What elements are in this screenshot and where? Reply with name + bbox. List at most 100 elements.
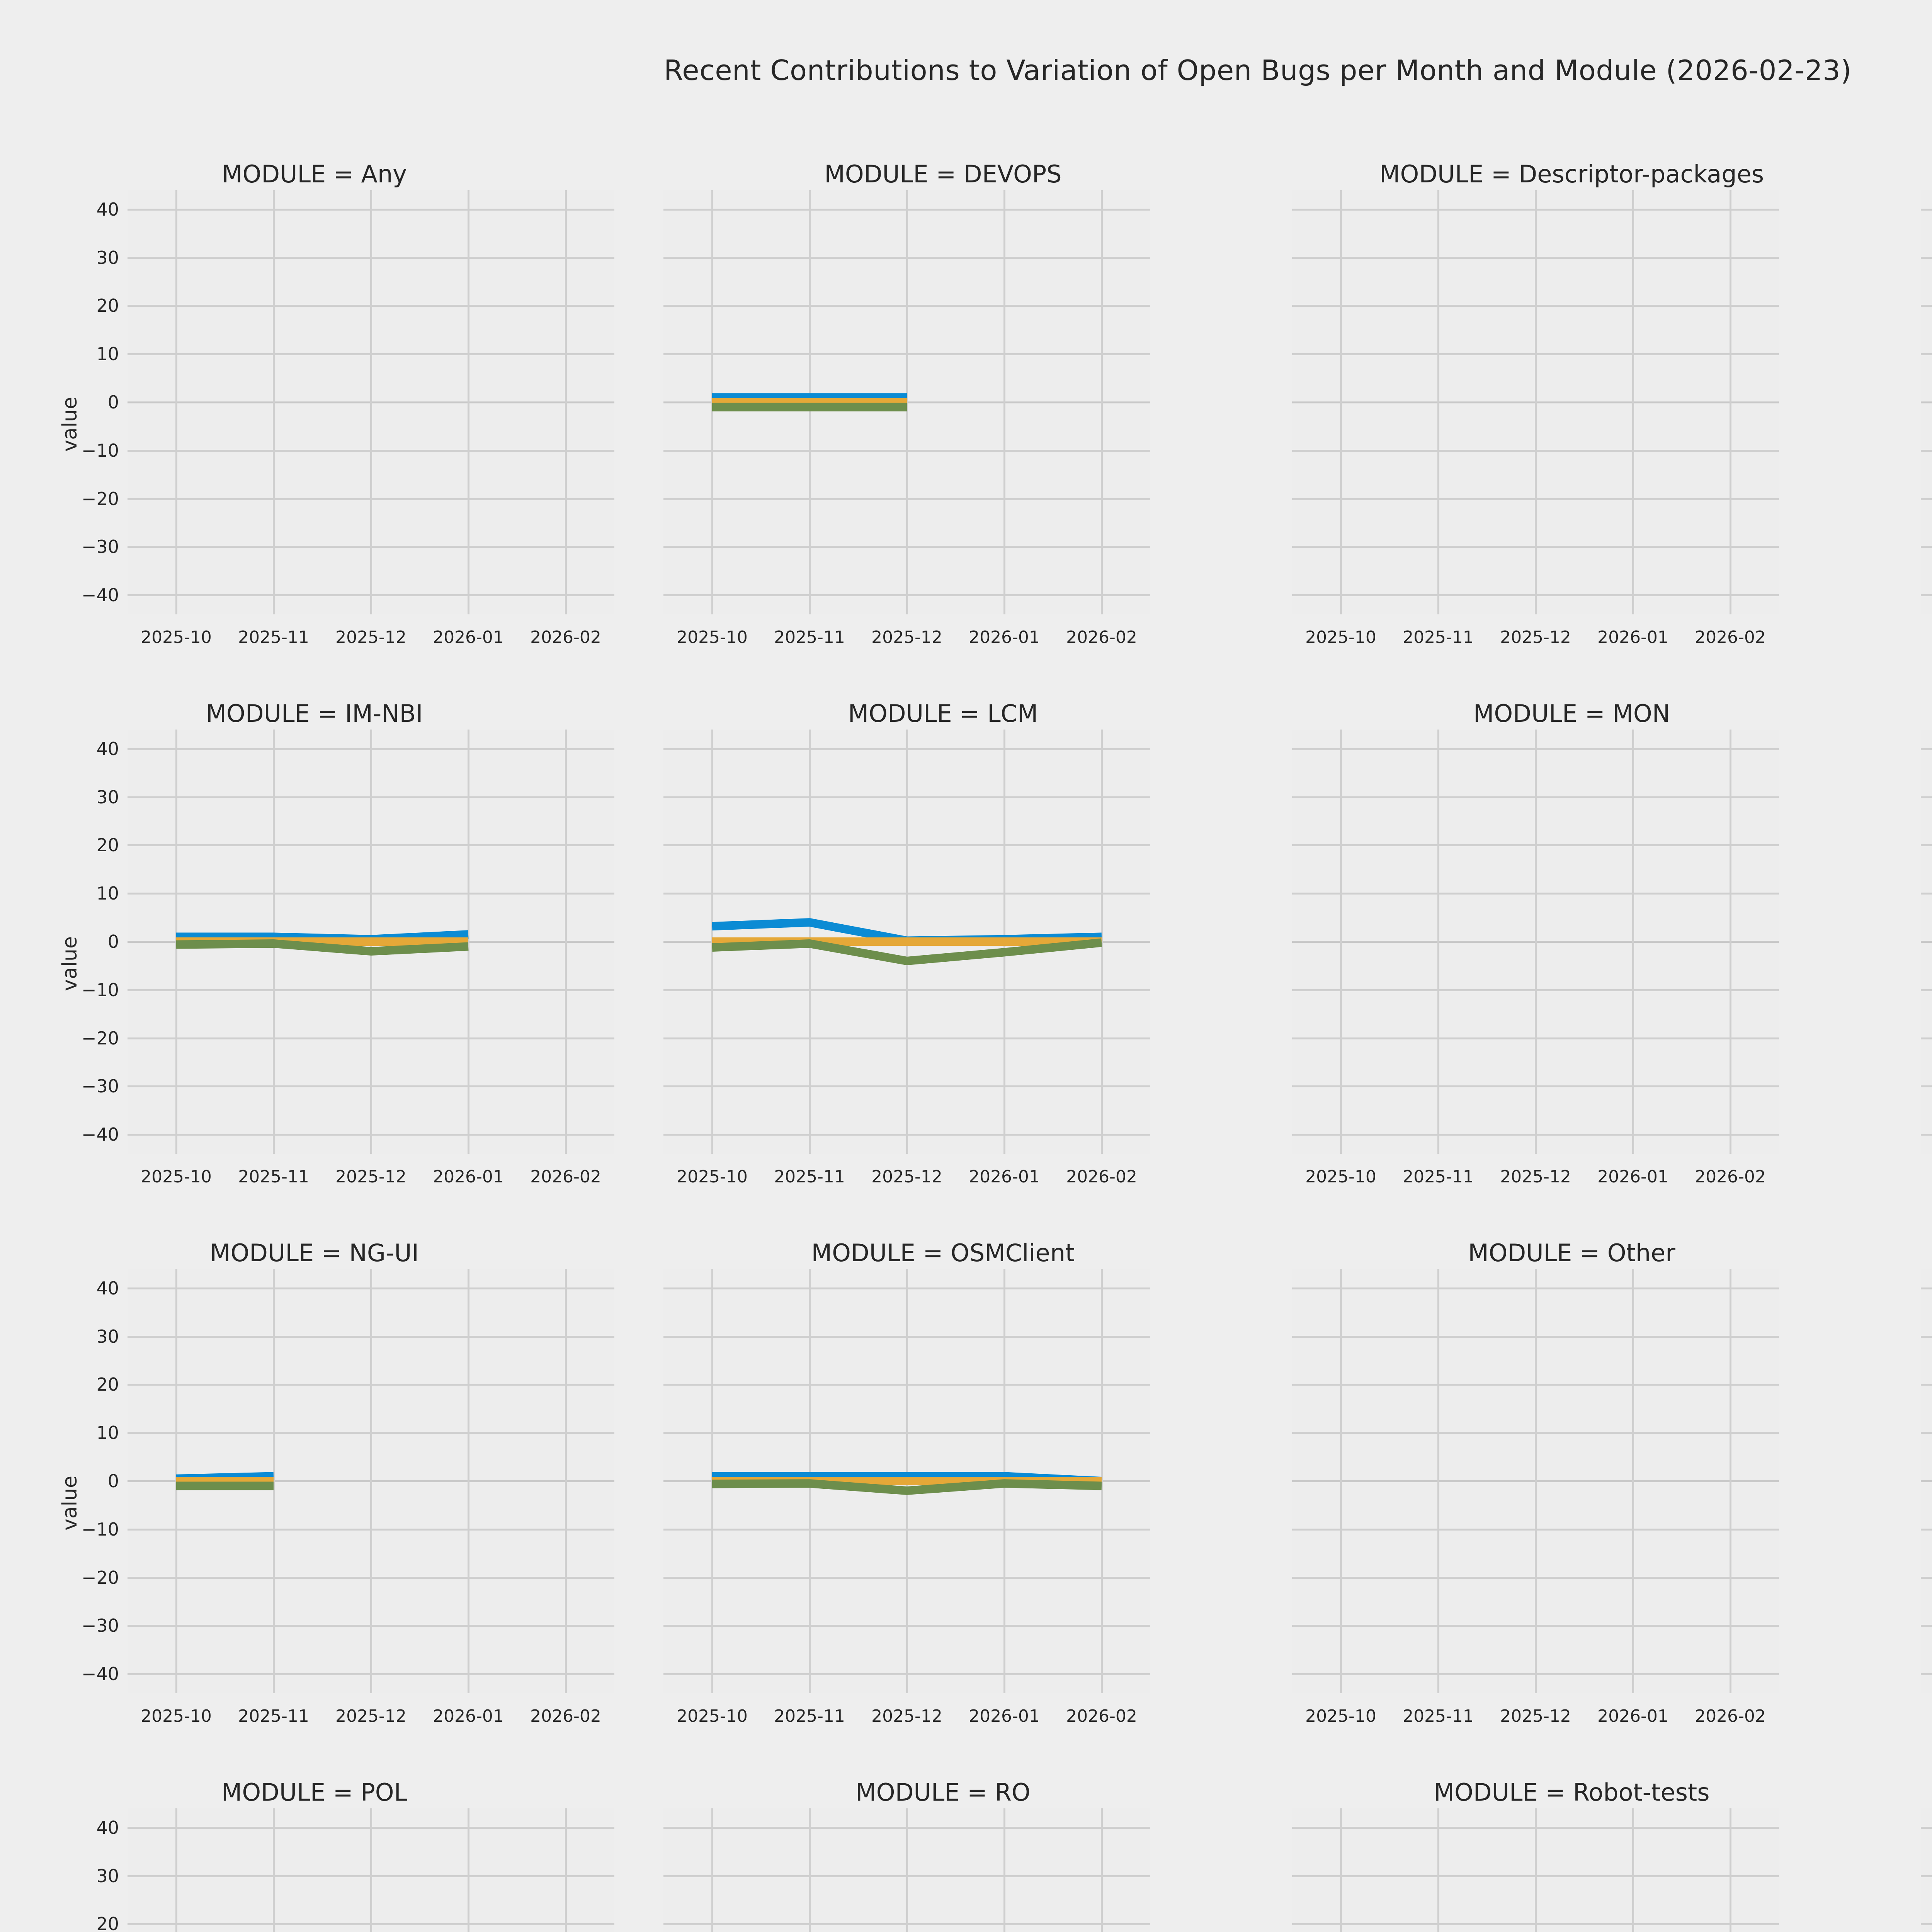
series-layer	[1921, 1808, 1932, 1932]
y-gridline	[1921, 941, 1932, 943]
x-gridline	[273, 1269, 275, 1693]
y-tick-label: −30	[81, 536, 119, 558]
y-gridline	[1921, 353, 1932, 355]
x-tick-label: 2026-01	[1597, 628, 1668, 647]
facet-row: MODULE = POLvalue403020100−10−20−30−4020…	[0, 1773, 1932, 1932]
facet-pol: MODULE = POLvalue403020100−10−20−30−4020…	[0, 1773, 629, 1932]
y-gridline	[1921, 1085, 1932, 1088]
x-gridline	[370, 1808, 372, 1932]
facet-row: MODULE = IM-NBI value 40 30 20 10 0 −10 −20 −30 −4…	[0, 694, 1932, 1233]
y-tick-label: −20	[81, 1027, 119, 1049]
x-tick-label: 2026-02	[530, 628, 601, 647]
facet-im-nbi: MODULE = IM-NBI value 40 30 20 10 0 −10 −20 −30 −4…	[0, 694, 629, 1233]
y-tick-label: 20	[96, 835, 119, 856]
x-gridline	[1340, 1808, 1342, 1932]
x-gridline	[175, 190, 177, 614]
facet-robot-tests: MODULE = Robot-tests2025-102025-112025-1…	[1257, 1773, 1886, 1932]
facet-row: MODULE = Any value 40 30 20 10 0 −10 −20 −30 −40 20…	[0, 155, 1932, 694]
x-tick-label: 2025-10	[677, 628, 748, 647]
x-gridline	[370, 190, 372, 614]
y-tick-label: −30	[81, 1615, 119, 1636]
x-tick-label: 2026-02	[1695, 1167, 1766, 1187]
facet-title: MODULE = Any	[222, 160, 407, 188]
y-gridline	[1921, 1134, 1932, 1136]
y-tick-label: 0	[107, 392, 119, 413]
x-tick-label: 2026-01	[433, 1706, 504, 1726]
x-tick-label: 2025-11	[1403, 1167, 1474, 1187]
y-gridline	[1921, 546, 1932, 548]
x-gridline	[1101, 190, 1103, 614]
y-gridline	[1921, 401, 1932, 403]
y-gridline	[1921, 594, 1932, 597]
x-tick-label: 2025-10	[677, 1706, 748, 1726]
y-axis-label: value	[58, 396, 82, 452]
plot-area: 403020100−10−20−30−402025-102025-112025-…	[96, 1808, 614, 1932]
x-gridline	[1437, 1808, 1439, 1932]
series-layer	[176, 1472, 274, 1490]
facet-title: MODULE = N2VC	[1886, 699, 1932, 728]
x-gridline	[1101, 1269, 1103, 1693]
x-tick-label: 2025-10	[141, 628, 212, 647]
x-tick-label: 2025-10	[1305, 628, 1376, 647]
x-gridline	[1632, 1269, 1634, 1693]
facet-title: MODULE = RO	[855, 1778, 1031, 1806]
series-line-closed	[176, 939, 469, 956]
facet-title: MODULE = Descriptor-packages	[1379, 160, 1764, 188]
x-tick-label: 2026-02	[1066, 1706, 1137, 1726]
series-layer	[176, 930, 469, 956]
y-gridline	[1921, 796, 1932, 798]
x-gridline	[1340, 190, 1342, 614]
x-tick-label: 2025-10	[141, 1167, 212, 1187]
y-gridline	[1921, 1923, 1932, 1925]
x-tick-label: 2026-02	[1066, 628, 1137, 647]
x-gridline	[1437, 730, 1439, 1154]
x-gridline	[1101, 730, 1103, 1154]
y-tick-label: −10	[81, 440, 119, 461]
facet-title: MODULE = OSMClient	[811, 1239, 1075, 1267]
x-gridline	[273, 190, 275, 614]
y-tick-label: −40	[81, 1663, 119, 1685]
x-gridline	[468, 730, 469, 1154]
y-gridline	[1921, 1625, 1932, 1627]
x-gridline	[1632, 1808, 1634, 1932]
y-tick-label: 20	[96, 295, 119, 316]
series-layer	[1921, 190, 1932, 614]
y-axis-label: value	[58, 936, 82, 992]
y-tick-label: 0	[107, 1471, 119, 1492]
y-tick-label: 40	[96, 199, 119, 220]
x-gridline	[565, 1269, 567, 1693]
x-tick-label: 2025-10	[1305, 1167, 1376, 1187]
y-gridline	[1921, 1384, 1932, 1386]
facet-ro: MODULE = RO2025-102025-112025-122026-012…	[629, 1773, 1257, 1932]
y-gridline	[1921, 257, 1932, 259]
facet-title: MODULE = LCM	[848, 699, 1038, 728]
facet-other: MODULE = Other 2025-10 2025-11 2025-12 2026-…	[1257, 1233, 1886, 1773]
facet-mon: MODULE = MON 2025-10 2025-11 2025-12 2026-01…	[1257, 694, 1886, 1233]
y-tick-label: 10	[96, 883, 119, 904]
facet-title: MODULE = Documentation / Wiki	[1886, 160, 1932, 188]
y-gridline	[1921, 1875, 1932, 1877]
series-layer	[1292, 190, 1779, 614]
x-tick-label: 2025-12	[1500, 628, 1571, 647]
x-tick-label: 2025-12	[871, 628, 942, 647]
x-gridline	[175, 1808, 177, 1932]
y-tick-label: 40	[96, 1817, 119, 1838]
x-tick-label: 2025-12	[1500, 1706, 1571, 1726]
y-tick-label: 40	[96, 738, 119, 759]
x-tick-label: 2025-12	[871, 1167, 942, 1187]
series-line-closed	[712, 1479, 1102, 1495]
y-gridline	[1921, 989, 1932, 991]
facet-title: MODULE = PLA	[1886, 1239, 1932, 1267]
y-tick-label: −20	[81, 488, 119, 509]
x-gridline	[1535, 190, 1537, 614]
x-tick-label: 2025-11	[238, 628, 309, 647]
series-layer	[128, 1808, 614, 1932]
series-layer	[712, 918, 1102, 965]
x-tick-label: 2025-12	[335, 628, 406, 647]
